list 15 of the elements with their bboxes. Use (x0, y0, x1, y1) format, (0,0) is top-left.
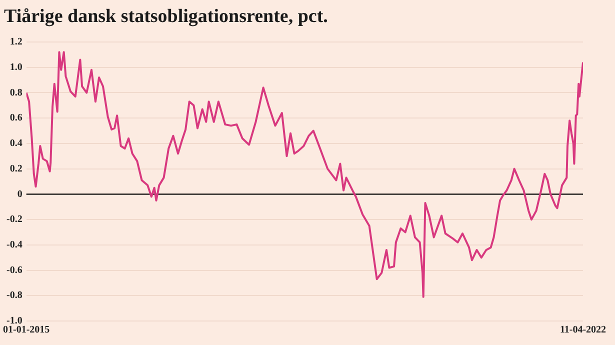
y-tick-label: 0.8 (10, 87, 22, 98)
y-tick-label: 1.0 (10, 62, 22, 73)
y-tick-label: -0.2 (6, 214, 22, 226)
y-tick-label: -0.6 (6, 264, 22, 276)
y-tick-label: 0.2 (10, 163, 22, 174)
chart-title: Tiårige dansk statsobligationsrente, pct. (4, 6, 329, 29)
y-tick-label: -1.0 (6, 316, 22, 327)
x-tick-label: 01-01-2015 (2, 324, 50, 336)
y-tick-label: -0.8 (6, 290, 22, 302)
y-tick-label: 0.6 (10, 112, 22, 124)
y-tick-label: 1.2 (10, 36, 22, 48)
y-tick-label: -0.4 (6, 239, 22, 250)
x-tick-label: 11-04-2022 (560, 324, 606, 336)
y-tick-label: 0.4 (10, 138, 22, 150)
y-tick-label: 0 (17, 188, 22, 200)
